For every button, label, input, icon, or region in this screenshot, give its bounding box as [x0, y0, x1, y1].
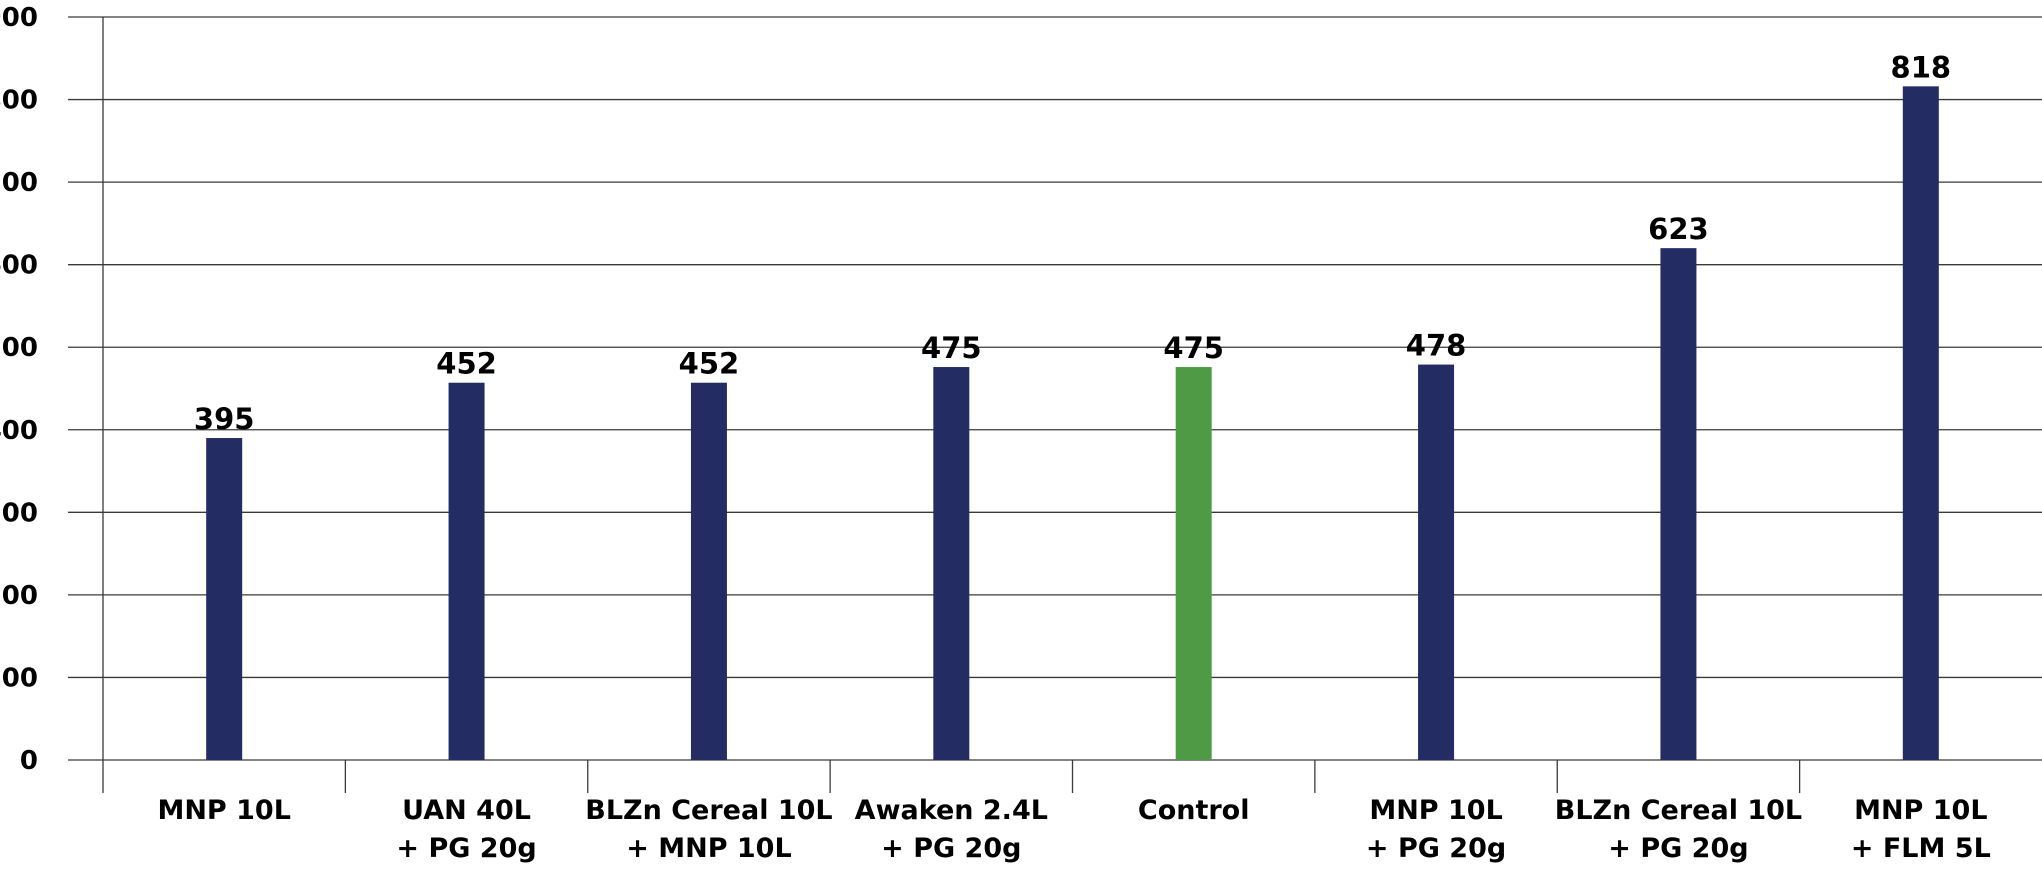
bar — [448, 382, 485, 760]
x-category-label: BLZn Cereal 10L — [585, 795, 832, 826]
x-category-label: BLZn Cereal 10L — [1555, 795, 1802, 826]
x-category-label: + PG 20g — [1608, 833, 1748, 864]
y-tick-label: 400 — [0, 416, 38, 446]
data-label: 623 — [1648, 212, 1709, 246]
x-category-label: + PG 20g — [881, 833, 1021, 864]
x-axis-category-labels: MNP 10L UAN 40L + PG 20g BLZn Cereal 10L + M… — [157, 795, 1990, 864]
x-category-label: + MNP 10L — [626, 833, 791, 864]
bar — [933, 367, 970, 760]
data-label: 452 — [679, 347, 740, 381]
bar — [206, 438, 243, 760]
data-labels: 395 452 452 475 475 478 623 818 — [194, 50, 1951, 436]
y-tick-label: 300 — [0, 498, 38, 528]
data-label: 475 — [1163, 331, 1224, 365]
x-category-label: + FLM 5L — [1851, 833, 1991, 864]
x-category-label: Control — [1138, 795, 1250, 826]
y-tick-label: 200 — [0, 581, 38, 611]
x-category-label: + PG 20g — [396, 833, 536, 864]
x-category-label: MNP 10L — [1369, 795, 1502, 826]
bars — [206, 86, 1939, 760]
x-category-label: + PG 20g — [1366, 833, 1506, 864]
data-label: 478 — [1406, 329, 1467, 363]
x-category-label: MNP 10L — [1854, 795, 1987, 826]
bar — [690, 382, 727, 760]
x-category-label: Awaken 2.4L — [855, 795, 1048, 826]
y-tick-label: 500 — [0, 333, 38, 363]
bar — [1418, 364, 1455, 760]
y-tick-label: 700 — [0, 168, 38, 198]
bar-highlight — [1175, 367, 1212, 760]
y-tick-label: 100 — [0, 663, 38, 693]
axes — [102, 17, 1801, 793]
bar — [1902, 86, 1939, 760]
gridlines — [68, 16, 2042, 761]
y-tick-label: 0 — [20, 746, 38, 776]
y-tick-label: 800 — [0, 86, 38, 116]
x-category-label: MNP 10L — [157, 795, 290, 826]
data-label: 818 — [1891, 50, 1952, 84]
data-label: 452 — [436, 347, 497, 381]
x-category-label: UAN 40L — [402, 795, 531, 826]
y-tick-label: 900 — [0, 3, 38, 33]
y-tick-label: 600 — [0, 251, 38, 281]
bar — [1660, 248, 1697, 760]
data-label: 475 — [921, 331, 982, 365]
y-axis-tick-labels: 0 100 200 300 400 500 600 700 800 900 — [0, 3, 38, 776]
data-label: 395 — [194, 402, 255, 436]
